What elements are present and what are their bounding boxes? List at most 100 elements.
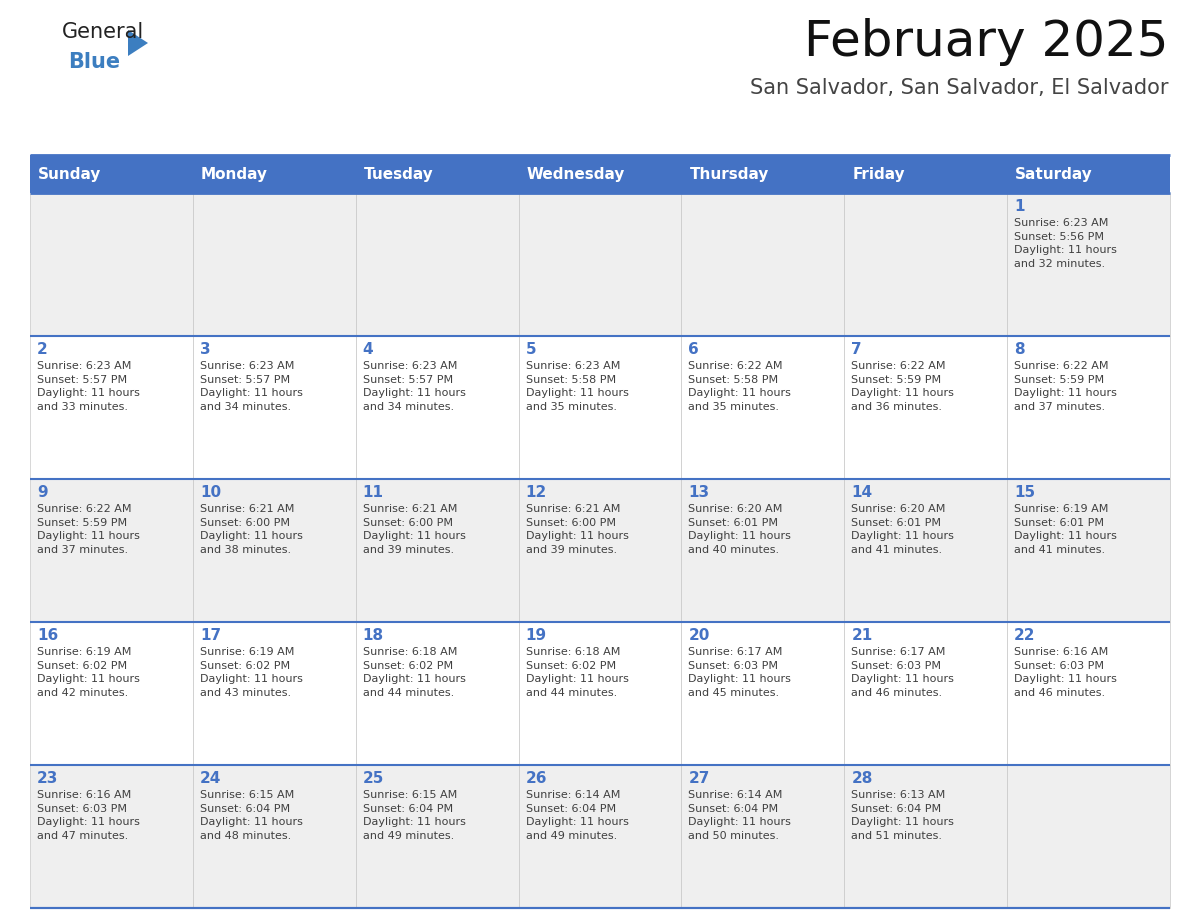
Text: Sunrise: 6:21 AM
Sunset: 6:00 PM
Daylight: 11 hours
and 39 minutes.: Sunrise: 6:21 AM Sunset: 6:00 PM Dayligh… (362, 504, 466, 554)
Text: 14: 14 (852, 485, 872, 500)
Text: Sunrise: 6:23 AM
Sunset: 5:58 PM
Daylight: 11 hours
and 35 minutes.: Sunrise: 6:23 AM Sunset: 5:58 PM Dayligh… (525, 361, 628, 412)
Bar (30, 622, 192, 765)
Bar (192, 765, 355, 908)
Text: Sunday: Sunday (38, 166, 101, 182)
Bar (192, 479, 355, 622)
Text: Sunrise: 6:20 AM
Sunset: 6:01 PM
Daylight: 11 hours
and 41 minutes.: Sunrise: 6:20 AM Sunset: 6:01 PM Dayligh… (852, 504, 954, 554)
Polygon shape (128, 30, 148, 56)
Bar (519, 479, 682, 622)
Text: 5: 5 (525, 342, 536, 357)
Bar (1007, 336, 1170, 479)
Bar (845, 336, 1007, 479)
Text: Sunrise: 6:23 AM
Sunset: 5:57 PM
Daylight: 11 hours
and 34 minutes.: Sunrise: 6:23 AM Sunset: 5:57 PM Dayligh… (200, 361, 303, 412)
Text: 4: 4 (362, 342, 373, 357)
Bar (519, 765, 682, 908)
Bar (845, 622, 1007, 765)
Text: Sunrise: 6:22 AM
Sunset: 5:58 PM
Daylight: 11 hours
and 35 minutes.: Sunrise: 6:22 AM Sunset: 5:58 PM Dayligh… (688, 361, 791, 412)
Bar (682, 622, 845, 765)
Text: Sunrise: 6:21 AM
Sunset: 6:00 PM
Daylight: 11 hours
and 39 minutes.: Sunrise: 6:21 AM Sunset: 6:00 PM Dayligh… (525, 504, 628, 554)
Text: Sunrise: 6:22 AM
Sunset: 5:59 PM
Daylight: 11 hours
and 36 minutes.: Sunrise: 6:22 AM Sunset: 5:59 PM Dayligh… (852, 361, 954, 412)
Text: Thursday: Thursday (689, 166, 769, 182)
Text: 27: 27 (688, 771, 709, 786)
Text: Sunrise: 6:16 AM
Sunset: 6:03 PM
Daylight: 11 hours
and 47 minutes.: Sunrise: 6:16 AM Sunset: 6:03 PM Dayligh… (37, 790, 140, 841)
Text: 23: 23 (37, 771, 58, 786)
Bar (1007, 193, 1170, 336)
Bar (355, 193, 519, 336)
Bar (192, 193, 355, 336)
Text: 24: 24 (200, 771, 221, 786)
Bar (519, 193, 682, 336)
Text: 17: 17 (200, 628, 221, 643)
Bar (519, 622, 682, 765)
Text: 28: 28 (852, 771, 873, 786)
Text: 19: 19 (525, 628, 546, 643)
Bar (845, 479, 1007, 622)
Bar (355, 336, 519, 479)
Text: General: General (62, 22, 144, 42)
Bar (192, 622, 355, 765)
Bar (30, 336, 192, 479)
Text: 16: 16 (37, 628, 58, 643)
Bar (682, 155, 845, 193)
Text: Wednesday: Wednesday (526, 166, 625, 182)
Text: Monday: Monday (201, 166, 267, 182)
Text: Sunrise: 6:19 AM
Sunset: 6:02 PM
Daylight: 11 hours
and 42 minutes.: Sunrise: 6:19 AM Sunset: 6:02 PM Dayligh… (37, 647, 140, 698)
Text: Sunrise: 6:19 AM
Sunset: 6:02 PM
Daylight: 11 hours
and 43 minutes.: Sunrise: 6:19 AM Sunset: 6:02 PM Dayligh… (200, 647, 303, 698)
Bar (192, 155, 355, 193)
Text: 7: 7 (852, 342, 862, 357)
Text: 8: 8 (1015, 342, 1025, 357)
Text: Sunrise: 6:15 AM
Sunset: 6:04 PM
Daylight: 11 hours
and 49 minutes.: Sunrise: 6:15 AM Sunset: 6:04 PM Dayligh… (362, 790, 466, 841)
Text: 11: 11 (362, 485, 384, 500)
Text: Sunrise: 6:14 AM
Sunset: 6:04 PM
Daylight: 11 hours
and 50 minutes.: Sunrise: 6:14 AM Sunset: 6:04 PM Dayligh… (688, 790, 791, 841)
Bar (682, 765, 845, 908)
Bar (519, 336, 682, 479)
Text: San Salvador, San Salvador, El Salvador: San Salvador, San Salvador, El Salvador (750, 78, 1168, 98)
Text: Sunrise: 6:19 AM
Sunset: 6:01 PM
Daylight: 11 hours
and 41 minutes.: Sunrise: 6:19 AM Sunset: 6:01 PM Dayligh… (1015, 504, 1117, 554)
Bar (682, 193, 845, 336)
Bar (682, 479, 845, 622)
Text: February 2025: February 2025 (803, 18, 1168, 66)
Text: 9: 9 (37, 485, 48, 500)
Text: 3: 3 (200, 342, 210, 357)
Bar (1007, 765, 1170, 908)
Bar (1007, 622, 1170, 765)
Text: Sunrise: 6:23 AM
Sunset: 5:57 PM
Daylight: 11 hours
and 34 minutes.: Sunrise: 6:23 AM Sunset: 5:57 PM Dayligh… (362, 361, 466, 412)
Text: 20: 20 (688, 628, 709, 643)
Text: Sunrise: 6:23 AM
Sunset: 5:57 PM
Daylight: 11 hours
and 33 minutes.: Sunrise: 6:23 AM Sunset: 5:57 PM Dayligh… (37, 361, 140, 412)
Text: Sunrise: 6:20 AM
Sunset: 6:01 PM
Daylight: 11 hours
and 40 minutes.: Sunrise: 6:20 AM Sunset: 6:01 PM Dayligh… (688, 504, 791, 554)
Bar (845, 765, 1007, 908)
Text: Sunrise: 6:16 AM
Sunset: 6:03 PM
Daylight: 11 hours
and 46 minutes.: Sunrise: 6:16 AM Sunset: 6:03 PM Dayligh… (1015, 647, 1117, 698)
Text: Sunrise: 6:14 AM
Sunset: 6:04 PM
Daylight: 11 hours
and 49 minutes.: Sunrise: 6:14 AM Sunset: 6:04 PM Dayligh… (525, 790, 628, 841)
Bar (192, 336, 355, 479)
Bar (1007, 479, 1170, 622)
Bar (682, 336, 845, 479)
Text: Sunrise: 6:17 AM
Sunset: 6:03 PM
Daylight: 11 hours
and 46 minutes.: Sunrise: 6:17 AM Sunset: 6:03 PM Dayligh… (852, 647, 954, 698)
Text: Sunrise: 6:18 AM
Sunset: 6:02 PM
Daylight: 11 hours
and 44 minutes.: Sunrise: 6:18 AM Sunset: 6:02 PM Dayligh… (525, 647, 628, 698)
Bar (30, 193, 192, 336)
Text: Sunrise: 6:17 AM
Sunset: 6:03 PM
Daylight: 11 hours
and 45 minutes.: Sunrise: 6:17 AM Sunset: 6:03 PM Dayligh… (688, 647, 791, 698)
Bar (355, 155, 519, 193)
Bar (355, 479, 519, 622)
Bar (30, 765, 192, 908)
Text: 1: 1 (1015, 199, 1024, 214)
Text: Blue: Blue (68, 52, 120, 72)
Text: Tuesday: Tuesday (364, 166, 434, 182)
Bar (355, 765, 519, 908)
Text: Saturday: Saturday (1015, 166, 1093, 182)
Text: Sunrise: 6:22 AM
Sunset: 5:59 PM
Daylight: 11 hours
and 37 minutes.: Sunrise: 6:22 AM Sunset: 5:59 PM Dayligh… (37, 504, 140, 554)
Bar (845, 155, 1007, 193)
Text: Sunrise: 6:21 AM
Sunset: 6:00 PM
Daylight: 11 hours
and 38 minutes.: Sunrise: 6:21 AM Sunset: 6:00 PM Dayligh… (200, 504, 303, 554)
Text: Sunrise: 6:23 AM
Sunset: 5:56 PM
Daylight: 11 hours
and 32 minutes.: Sunrise: 6:23 AM Sunset: 5:56 PM Dayligh… (1015, 218, 1117, 269)
Bar (519, 155, 682, 193)
Text: 22: 22 (1015, 628, 1036, 643)
Text: 25: 25 (362, 771, 384, 786)
Text: 13: 13 (688, 485, 709, 500)
Text: 12: 12 (525, 485, 546, 500)
Text: 18: 18 (362, 628, 384, 643)
Text: 6: 6 (688, 342, 700, 357)
Bar (1007, 155, 1170, 193)
Text: Sunrise: 6:15 AM
Sunset: 6:04 PM
Daylight: 11 hours
and 48 minutes.: Sunrise: 6:15 AM Sunset: 6:04 PM Dayligh… (200, 790, 303, 841)
Bar (845, 193, 1007, 336)
Bar (355, 622, 519, 765)
Text: Sunrise: 6:22 AM
Sunset: 5:59 PM
Daylight: 11 hours
and 37 minutes.: Sunrise: 6:22 AM Sunset: 5:59 PM Dayligh… (1015, 361, 1117, 412)
